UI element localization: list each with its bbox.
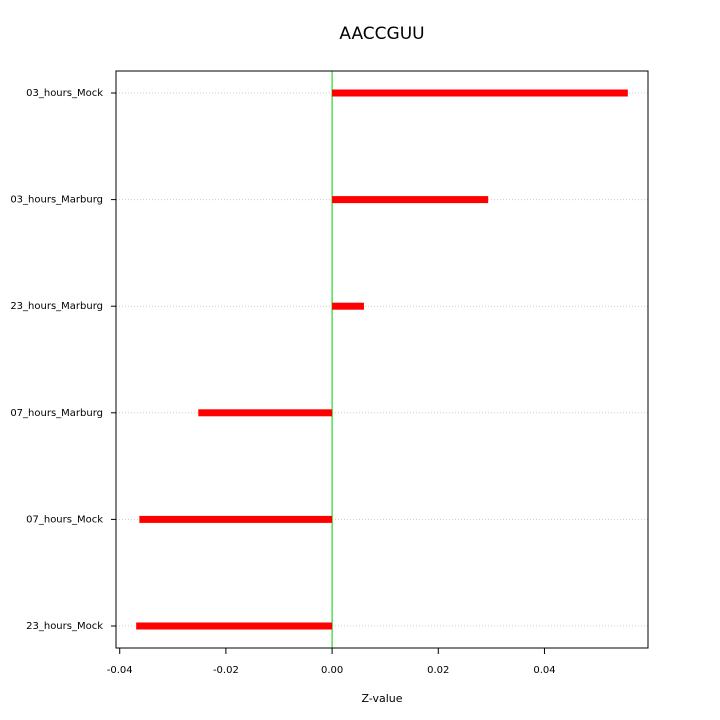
x-tick-label: 0.04 xyxy=(533,665,555,676)
x-axis-label: Z-value xyxy=(361,692,402,705)
y-tick-label: 03_hours_Mock xyxy=(26,88,103,99)
bar xyxy=(198,409,333,417)
y-tick-label: 03_hours_Marburg xyxy=(10,195,103,206)
y-tick-label: 07_hours_Mock xyxy=(26,514,103,525)
bar xyxy=(136,622,333,630)
x-tick-label: -0.04 xyxy=(107,665,133,676)
bar xyxy=(332,302,364,310)
chart-title: AACCGUU xyxy=(339,24,424,44)
y-tick-label: 23_hours_Marburg xyxy=(10,301,103,312)
bar xyxy=(332,89,628,97)
x-tick-label: 0.02 xyxy=(427,665,449,676)
x-tick-label: 0.00 xyxy=(321,665,343,676)
y-tick-label: 07_hours_Marburg xyxy=(10,408,103,419)
y-tick-label: 23_hours_Mock xyxy=(26,621,103,632)
bar xyxy=(139,515,333,523)
bar xyxy=(332,196,489,204)
plot-frame xyxy=(115,70,649,649)
x-tick-label: -0.02 xyxy=(213,665,239,676)
